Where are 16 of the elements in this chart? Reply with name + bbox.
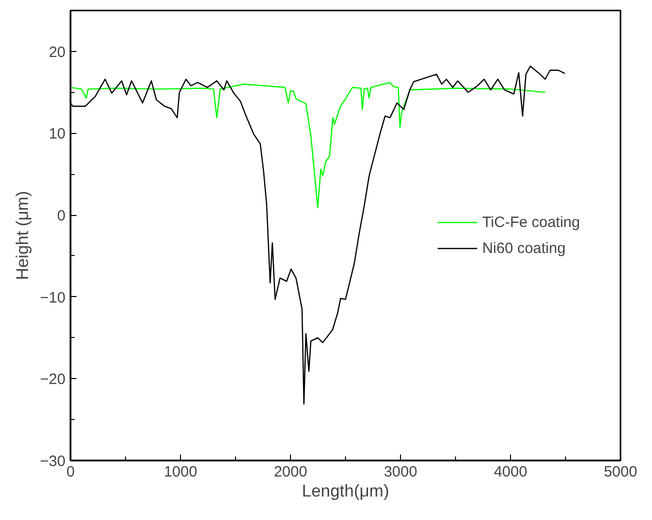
y-tick-label: −20 (40, 371, 66, 388)
x-tick-label: 3000 (384, 464, 418, 480)
y-axis-title: Height (μm) (13, 190, 32, 280)
y-tick-label: 0 (57, 208, 66, 225)
y-tick-label: 20 (48, 44, 66, 61)
x-tick-label: 5000 (604, 464, 638, 480)
y-tick-label: −10 (40, 289, 66, 306)
x-tick-label: 2000 (274, 464, 308, 480)
x-tick-label: 4000 (494, 464, 528, 480)
legend-label: TiC-Fe coating (482, 214, 580, 230)
x-axis-title: Length(μm) (302, 482, 390, 500)
y-tick-label: −30 (40, 453, 66, 470)
line-series (70, 82, 546, 208)
y-tick-label: 10 (48, 126, 66, 143)
legend-label: Ni60 coating (482, 240, 566, 256)
x-tick-label: 1000 (164, 464, 198, 480)
